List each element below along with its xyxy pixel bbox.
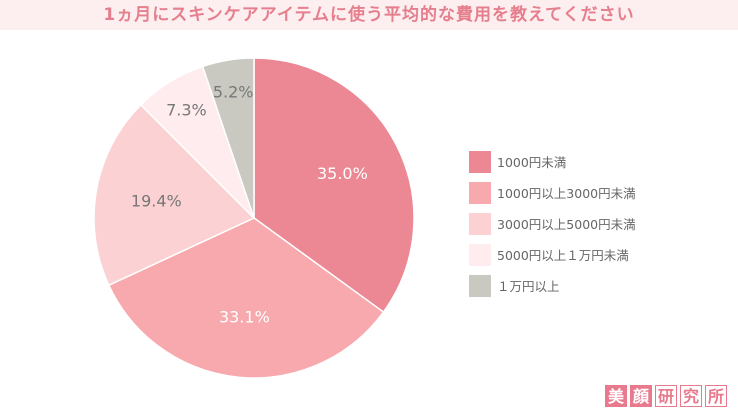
logo-char: 研 bbox=[655, 385, 677, 407]
legend-item: 1000円以上3000円未満 bbox=[469, 177, 636, 208]
legend-swatch bbox=[469, 243, 491, 266]
legend-swatch bbox=[469, 150, 491, 173]
pie-slice bbox=[93, 103, 256, 287]
legend-swatch bbox=[469, 274, 491, 297]
chart-title: 1ヵ月にスキンケアアイテムに使う平均的な費用を教えてください bbox=[0, 0, 738, 30]
legend-item: 3000円以上5000円未満 bbox=[469, 208, 636, 239]
pie-slice bbox=[107, 217, 385, 379]
legend-item: 5000円以上１万円未満 bbox=[469, 239, 636, 270]
legend-label: 1000円未満 bbox=[497, 155, 567, 170]
pie-slice bbox=[201, 57, 255, 219]
legend: 1000円未満 1000円以上3000円未満 3000円以上5000円未満 50… bbox=[469, 146, 636, 301]
legend-label: 3000円以上5000円未満 bbox=[497, 217, 636, 232]
logo-char: 美 bbox=[605, 385, 627, 407]
legend-item: １万円以上 bbox=[469, 270, 636, 301]
slice-label: 35.0% bbox=[317, 164, 368, 183]
pie-slice bbox=[253, 57, 415, 314]
logo-char: 顔 bbox=[630, 385, 652, 407]
logo-char: 所 bbox=[705, 385, 727, 407]
legend-label: 1000円以上3000円未満 bbox=[497, 186, 636, 201]
logo-char: 究 bbox=[680, 385, 702, 407]
pie-chart: 35.0% 33.1% 19.4% 7.3% 5.2% bbox=[93, 57, 415, 379]
slice-label: 33.1% bbox=[219, 308, 270, 327]
legend-label: １万円以上 bbox=[497, 279, 560, 294]
logo: 美 顔 研 究 所 bbox=[605, 385, 727, 407]
legend-item: 1000円未満 bbox=[469, 146, 636, 177]
legend-label: 5000円以上１万円未満 bbox=[497, 248, 629, 263]
legend-swatch bbox=[469, 212, 491, 235]
slice-label: 19.4% bbox=[131, 192, 182, 211]
legend-swatch bbox=[469, 181, 491, 204]
slice-label: 7.3% bbox=[166, 100, 207, 119]
slice-label: 5.2% bbox=[213, 83, 254, 102]
